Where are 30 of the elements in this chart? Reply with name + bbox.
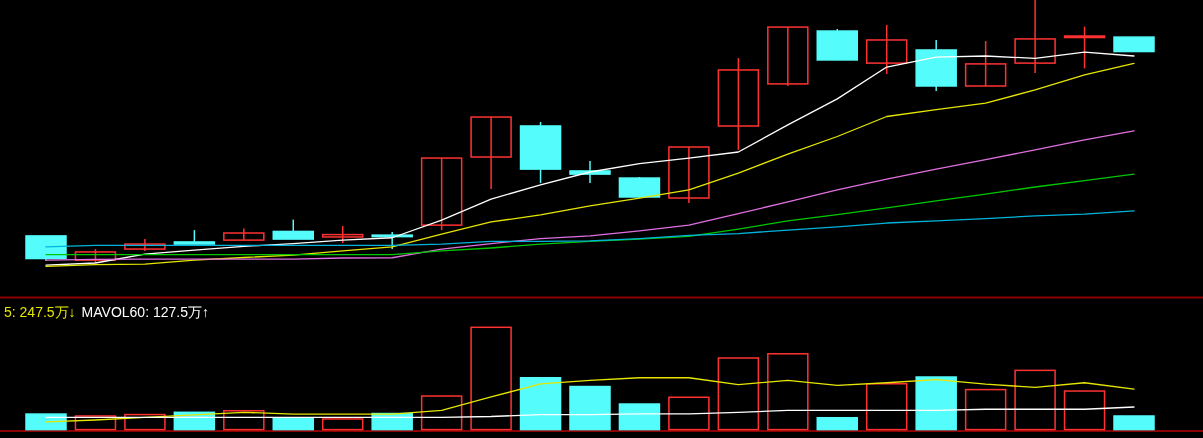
bar: [420, 395, 463, 431]
text: 5: 247.5万↓: [4, 304, 76, 320]
bar: [25, 413, 67, 431]
candlestick: [420, 157, 463, 231]
candlestick: [668, 146, 710, 204]
candlestick: [964, 40, 1007, 87]
bar: [1014, 369, 1056, 431]
bar: [915, 376, 957, 431]
bar: [767, 353, 809, 431]
bar: [569, 385, 611, 431]
bar: [668, 396, 710, 431]
bar: [272, 417, 315, 431]
candlestick: [717, 57, 760, 151]
bar: [717, 357, 760, 431]
candlestick: [1014, 0, 1056, 74]
bar: [470, 326, 512, 431]
text: MAVOL60: 127.5万↑: [81, 304, 209, 320]
candlestick: [470, 116, 512, 190]
candlestick: [767, 26, 809, 87]
bar: [1063, 390, 1106, 431]
candlestick: [1063, 25, 1106, 70]
bar: [1113, 415, 1155, 431]
bar: [865, 383, 908, 431]
bar: [964, 388, 1007, 431]
bar: [519, 376, 562, 431]
candlestick: [223, 227, 265, 241]
candlestick: [865, 24, 908, 75]
bar: [618, 403, 661, 431]
bar: [321, 418, 364, 431]
bar: [816, 416, 859, 431]
